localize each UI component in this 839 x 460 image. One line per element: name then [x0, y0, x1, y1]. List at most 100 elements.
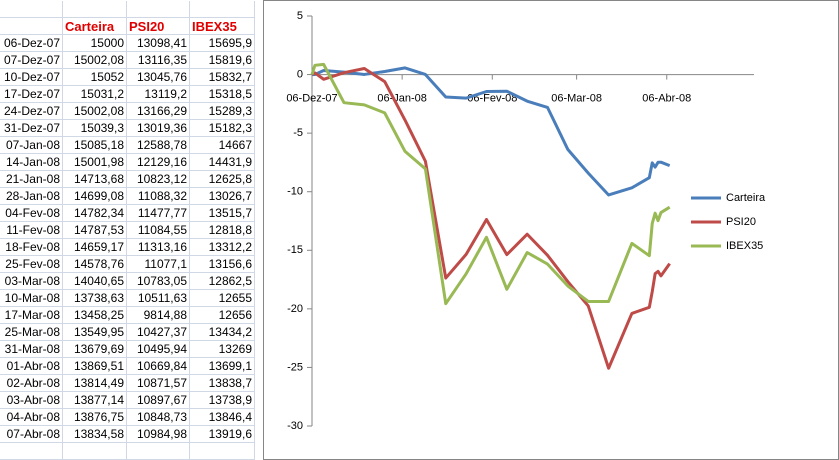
- cell[interactable]: 15085,18: [63, 137, 127, 154]
- cell[interactable]: 15039,3: [63, 120, 127, 137]
- cell[interactable]: 13834,58: [63, 426, 127, 443]
- cell[interactable]: 12818,8: [190, 222, 255, 239]
- cell[interactable]: 10427,37: [127, 324, 190, 341]
- cell[interactable]: 18-Fev-08: [0, 239, 63, 256]
- cell[interactable]: 11088,32: [127, 188, 190, 205]
- cell[interactable]: 13838,7: [190, 375, 255, 392]
- cell[interactable]: 13116,35: [127, 52, 190, 69]
- cell[interactable]: 14-Jan-08: [0, 154, 63, 171]
- cell[interactable]: 28-Jan-08: [0, 188, 63, 205]
- cell[interactable]: 15002,08: [63, 103, 127, 120]
- cell[interactable]: 15318,5: [190, 86, 255, 103]
- cell[interactable]: IBEX35: [190, 18, 255, 35]
- cell[interactable]: 12129,16: [127, 154, 190, 171]
- cell[interactable]: 03-Abr-08: [0, 392, 63, 409]
- cell[interactable]: 15695,9: [190, 35, 255, 52]
- cell[interactable]: 12656: [190, 307, 255, 324]
- cell[interactable]: 10871,57: [127, 375, 190, 392]
- cell[interactable]: 11-Fev-08: [0, 222, 63, 239]
- cell[interactable]: 10848,73: [127, 409, 190, 426]
- cell[interactable]: 13045,76: [127, 69, 190, 86]
- cell[interactable]: 03-Mar-08: [0, 273, 63, 290]
- cell[interactable]: [0, 1, 63, 18]
- cell[interactable]: 11477,77: [127, 205, 190, 222]
- cell[interactable]: 17-Dez-07: [0, 86, 63, 103]
- cell[interactable]: 25-Fev-08: [0, 256, 63, 273]
- cell[interactable]: 13738,63: [63, 290, 127, 307]
- cell[interactable]: 24-Dez-07: [0, 103, 63, 120]
- cell[interactable]: 15002,08: [63, 52, 127, 69]
- cell[interactable]: [0, 443, 63, 460]
- cell[interactable]: 13312,2: [190, 239, 255, 256]
- cell[interactable]: 15289,3: [190, 103, 255, 120]
- cell[interactable]: 12625,8: [190, 171, 255, 188]
- cell[interactable]: 15819,6: [190, 52, 255, 69]
- cell[interactable]: 13869,51: [63, 358, 127, 375]
- cell[interactable]: 04-Abr-08: [0, 409, 63, 426]
- cell[interactable]: [63, 1, 127, 18]
- cell[interactable]: 13434,2: [190, 324, 255, 341]
- cell[interactable]: 21-Jan-08: [0, 171, 63, 188]
- cell[interactable]: 10783,05: [127, 273, 190, 290]
- cell[interactable]: 13876,75: [63, 409, 127, 426]
- cell[interactable]: 14659,17: [63, 239, 127, 256]
- cell[interactable]: 15182,3: [190, 120, 255, 137]
- cell[interactable]: 14699,08: [63, 188, 127, 205]
- cell[interactable]: 13515,7: [190, 205, 255, 222]
- cell[interactable]: 10-Dez-07: [0, 69, 63, 86]
- cell[interactable]: 14578,76: [63, 256, 127, 273]
- cell[interactable]: 15000: [63, 35, 127, 52]
- cell[interactable]: [127, 1, 190, 18]
- cell[interactable]: 02-Abr-08: [0, 375, 63, 392]
- cell[interactable]: 12588,78: [127, 137, 190, 154]
- cell[interactable]: 31-Dez-07: [0, 120, 63, 137]
- cell[interactable]: [127, 443, 190, 460]
- cell[interactable]: 15001,98: [63, 154, 127, 171]
- cell[interactable]: 13156,6: [190, 256, 255, 273]
- cell[interactable]: 13738,9: [190, 392, 255, 409]
- cell[interactable]: 07-Dez-07: [0, 52, 63, 69]
- cell[interactable]: 13699,1: [190, 358, 255, 375]
- cell[interactable]: 13679,69: [63, 341, 127, 358]
- cell[interactable]: 13119,2: [127, 86, 190, 103]
- cell[interactable]: 13877,14: [63, 392, 127, 409]
- cell[interactable]: 07-Jan-08: [0, 137, 63, 154]
- cell[interactable]: 13098,41: [127, 35, 190, 52]
- cell[interactable]: PSI20: [127, 18, 190, 35]
- cell[interactable]: 31-Mar-08: [0, 341, 63, 358]
- cell[interactable]: 10669,84: [127, 358, 190, 375]
- cell[interactable]: 14431,9: [190, 154, 255, 171]
- cell[interactable]: 25-Mar-08: [0, 324, 63, 341]
- cell[interactable]: 10495,94: [127, 341, 190, 358]
- cell[interactable]: 13846,4: [190, 409, 255, 426]
- cell[interactable]: 13269: [190, 341, 255, 358]
- cell[interactable]: 11077,1: [127, 256, 190, 273]
- cell[interactable]: [190, 1, 255, 18]
- cell[interactable]: 10823,12: [127, 171, 190, 188]
- cell[interactable]: 13019,36: [127, 120, 190, 137]
- cell[interactable]: [190, 443, 255, 460]
- cell[interactable]: 15031,2: [63, 86, 127, 103]
- cell[interactable]: 13026,7: [190, 188, 255, 205]
- cell[interactable]: 13166,29: [127, 103, 190, 120]
- cell[interactable]: 11313,16: [127, 239, 190, 256]
- cell[interactable]: 14040,65: [63, 273, 127, 290]
- cell[interactable]: 15052: [63, 69, 127, 86]
- cell[interactable]: 13549,95: [63, 324, 127, 341]
- cell[interactable]: 9814,88: [127, 307, 190, 324]
- cell[interactable]: 10511,63: [127, 290, 190, 307]
- cell[interactable]: 13814,49: [63, 375, 127, 392]
- cell[interactable]: 10897,67: [127, 392, 190, 409]
- cell[interactable]: 14782,34: [63, 205, 127, 222]
- cell[interactable]: 14787,53: [63, 222, 127, 239]
- cell[interactable]: 11084,55: [127, 222, 190, 239]
- cell[interactable]: 13919,6: [190, 426, 255, 443]
- cell[interactable]: [63, 443, 127, 460]
- cell[interactable]: Carteira: [63, 18, 127, 35]
- cell[interactable]: 14713,68: [63, 171, 127, 188]
- cell[interactable]: 01-Abr-08: [0, 358, 63, 375]
- cell[interactable]: 12862,5: [190, 273, 255, 290]
- cell[interactable]: 12655: [190, 290, 255, 307]
- cell[interactable]: 07-Abr-08: [0, 426, 63, 443]
- cell[interactable]: 10-Mar-08: [0, 290, 63, 307]
